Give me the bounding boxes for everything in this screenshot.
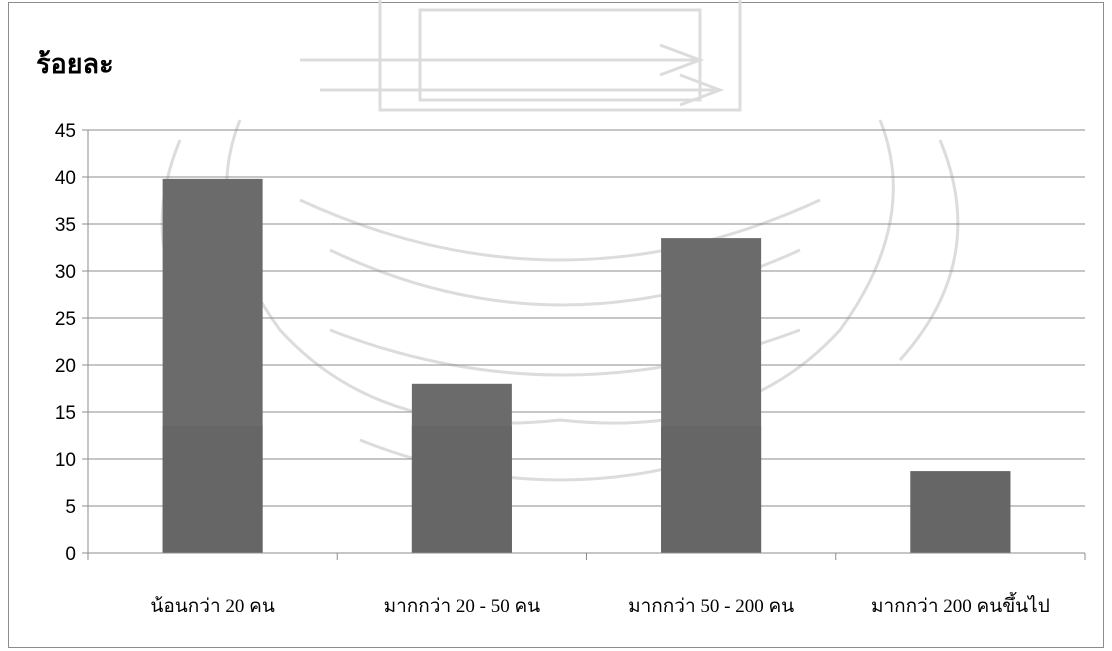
y-tick-label: 45 (55, 121, 76, 142)
y-tick-label: 10 (55, 450, 76, 471)
y-tick-label: 20 (55, 356, 76, 377)
x-category-label: มากกว่า 50 - 200 คน (628, 596, 794, 617)
y-tick-label: 35 (55, 215, 76, 236)
y-tick-label: 30 (55, 262, 76, 283)
bar-lower-shade (162, 426, 263, 553)
y-axis-title: ร้อยละ (36, 49, 114, 80)
y-tick-label: 15 (55, 403, 76, 424)
y-tick-label: 25 (55, 309, 76, 330)
y-tick-label: 5 (65, 497, 76, 518)
y-tick-label: 0 (65, 544, 76, 565)
x-category-label: น้อนกว่า 20 คน (150, 596, 274, 617)
x-category-label: มากกว่า 200 คนขึ้นไป (871, 592, 1050, 617)
x-category-label: มากกว่า 20 - 50 คน (384, 596, 541, 617)
bar-lower-shade (910, 471, 1011, 553)
y-tick-label: 40 (55, 168, 76, 189)
bar-lower-shade (661, 426, 762, 553)
bar-lower-shade (411, 426, 512, 553)
